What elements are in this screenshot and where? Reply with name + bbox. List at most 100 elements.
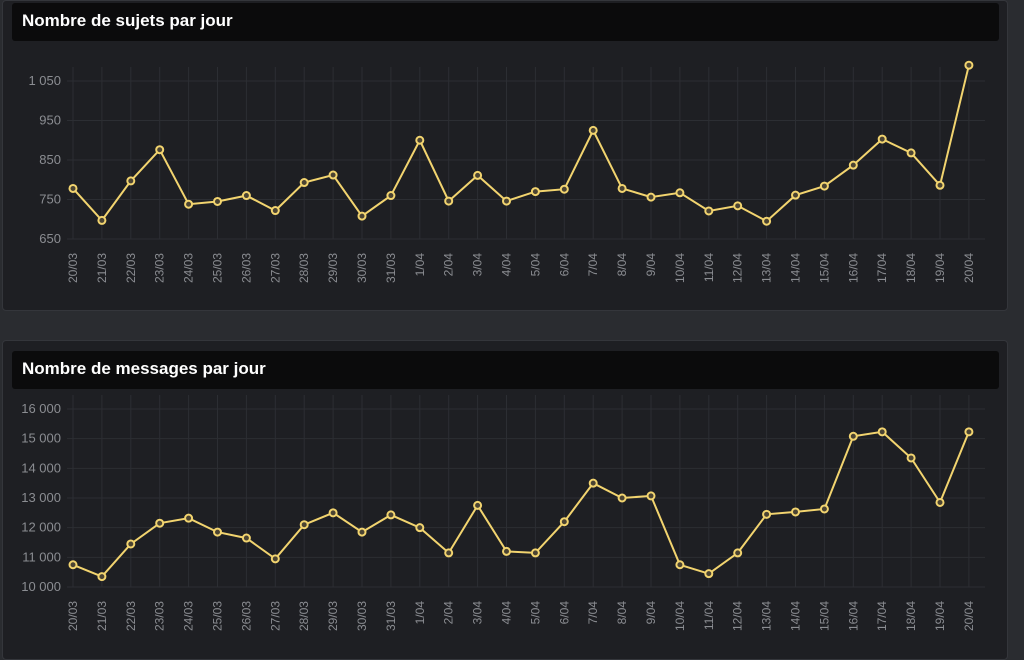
x-tick-label: 16/04 — [846, 601, 860, 631]
x-tick-label: 20/03 — [66, 253, 80, 283]
data-point[interactable] — [791, 507, 800, 517]
data-point[interactable] — [213, 196, 222, 206]
data-point[interactable] — [935, 180, 945, 190]
data-point[interactable] — [733, 201, 743, 211]
y-tick-label: 13 000 — [21, 490, 61, 505]
chart-panel-messages: Nombre de messages par jour 10 000 11 000… — [2, 340, 1008, 660]
data-point[interactable] — [819, 504, 829, 514]
data-point[interactable] — [126, 539, 136, 549]
x-tick-label: 31/03 — [384, 253, 398, 283]
data-point[interactable] — [646, 491, 656, 501]
data-point[interactable] — [559, 184, 569, 194]
x-tick-label: 30/03 — [355, 253, 369, 283]
data-point[interactable] — [762, 509, 772, 519]
y-tick-label: 850 — [39, 152, 61, 167]
chart-title: Nombre de sujets par jour — [12, 3, 999, 41]
data-point[interactable] — [97, 215, 107, 225]
y-tick-label: 750 — [39, 192, 61, 207]
x-tick-label: 24/03 — [182, 601, 196, 631]
data-point[interactable] — [415, 523, 425, 533]
x-tick-label: 21/03 — [95, 253, 109, 283]
data-point[interactable] — [155, 145, 165, 155]
data-point[interactable] — [906, 148, 916, 158]
chart-title: Nombre de messages par jour — [12, 351, 999, 389]
x-tick-label: 27/03 — [268, 601, 282, 631]
x-tick-label: 13/04 — [760, 253, 774, 283]
data-point[interactable] — [588, 478, 598, 488]
data-point[interactable] — [935, 497, 945, 507]
data-point[interactable] — [328, 170, 338, 180]
x-tick-label: 2/04 — [442, 253, 456, 277]
data-point[interactable] — [559, 517, 569, 527]
data-point[interactable] — [328, 508, 338, 518]
data-point[interactable] — [270, 206, 280, 216]
data-point[interactable] — [299, 520, 309, 530]
data-point[interactable] — [704, 206, 714, 216]
x-tick-label: 26/03 — [239, 601, 253, 631]
data-point[interactable] — [155, 518, 165, 528]
x-tick-label: 25/03 — [211, 253, 225, 283]
x-tick-label: 18/04 — [904, 601, 918, 631]
data-point[interactable] — [588, 125, 598, 135]
data-point[interactable] — [444, 548, 454, 558]
data-point[interactable] — [386, 191, 396, 201]
data-point[interactable] — [617, 493, 627, 503]
data-point[interactable] — [646, 192, 656, 202]
data-point[interactable] — [791, 190, 800, 200]
data-point[interactable] — [906, 453, 916, 463]
data-point[interactable] — [877, 427, 887, 437]
x-tick-label: 13/04 — [760, 601, 774, 631]
data-point[interactable] — [877, 134, 887, 144]
x-tick-label: 3/04 — [471, 601, 485, 625]
x-tick-label: 25/03 — [211, 601, 225, 631]
x-tick-label: 26/03 — [239, 253, 253, 283]
x-tick-label: 14/04 — [789, 253, 803, 283]
data-point[interactable] — [848, 431, 858, 441]
data-point[interactable] — [617, 183, 627, 193]
data-point[interactable] — [444, 196, 454, 206]
data-point[interactable] — [762, 216, 772, 226]
data-point[interactable] — [97, 572, 107, 582]
data-point[interactable] — [415, 135, 425, 145]
data-point[interactable] — [184, 199, 194, 209]
data-point[interactable] — [964, 427, 974, 437]
data-point[interactable] — [704, 569, 714, 579]
data-point[interactable] — [964, 60, 974, 70]
x-tick-label: 14/04 — [789, 601, 803, 631]
data-point[interactable] — [675, 560, 685, 570]
data-point[interactable] — [357, 211, 367, 221]
data-point[interactable] — [126, 176, 136, 186]
data-point[interactable] — [184, 513, 194, 523]
x-tick-label: 23/03 — [153, 601, 167, 631]
data-point[interactable] — [473, 500, 483, 510]
x-tick-label: 20/04 — [962, 601, 976, 631]
data-point[interactable] — [386, 510, 396, 520]
x-tick-label: 17/04 — [875, 253, 889, 283]
y-tick-label: 16 000 — [21, 401, 61, 416]
data-point[interactable] — [733, 548, 743, 558]
data-point[interactable] — [530, 548, 540, 558]
data-point[interactable] — [68, 560, 78, 570]
data-point[interactable] — [213, 527, 222, 537]
data-point[interactable] — [68, 183, 78, 193]
data-point[interactable] — [241, 533, 251, 543]
data-point[interactable] — [241, 191, 251, 201]
x-tick-label: 31/03 — [384, 601, 398, 631]
data-point[interactable] — [502, 196, 511, 206]
y-tick-label: 10 000 — [21, 579, 61, 594]
data-point[interactable] — [848, 160, 858, 170]
x-tick-label: 10/04 — [673, 601, 687, 631]
x-tick-label: 30/03 — [355, 601, 369, 631]
data-point[interactable] — [675, 188, 685, 198]
data-point[interactable] — [357, 527, 367, 537]
x-tick-label: 5/04 — [528, 253, 542, 277]
x-tick-label: 4/04 — [500, 253, 514, 277]
data-point[interactable] — [502, 546, 511, 556]
x-tick-label: 1/04 — [413, 601, 427, 625]
chart-panel-sujets: Nombre de sujets par jour 650 750 850 950 1 … — [2, 0, 1008, 311]
data-point[interactable] — [299, 178, 309, 188]
data-point[interactable] — [819, 181, 829, 191]
data-point[interactable] — [473, 170, 483, 180]
data-point[interactable] — [530, 187, 540, 197]
data-point[interactable] — [270, 554, 280, 564]
